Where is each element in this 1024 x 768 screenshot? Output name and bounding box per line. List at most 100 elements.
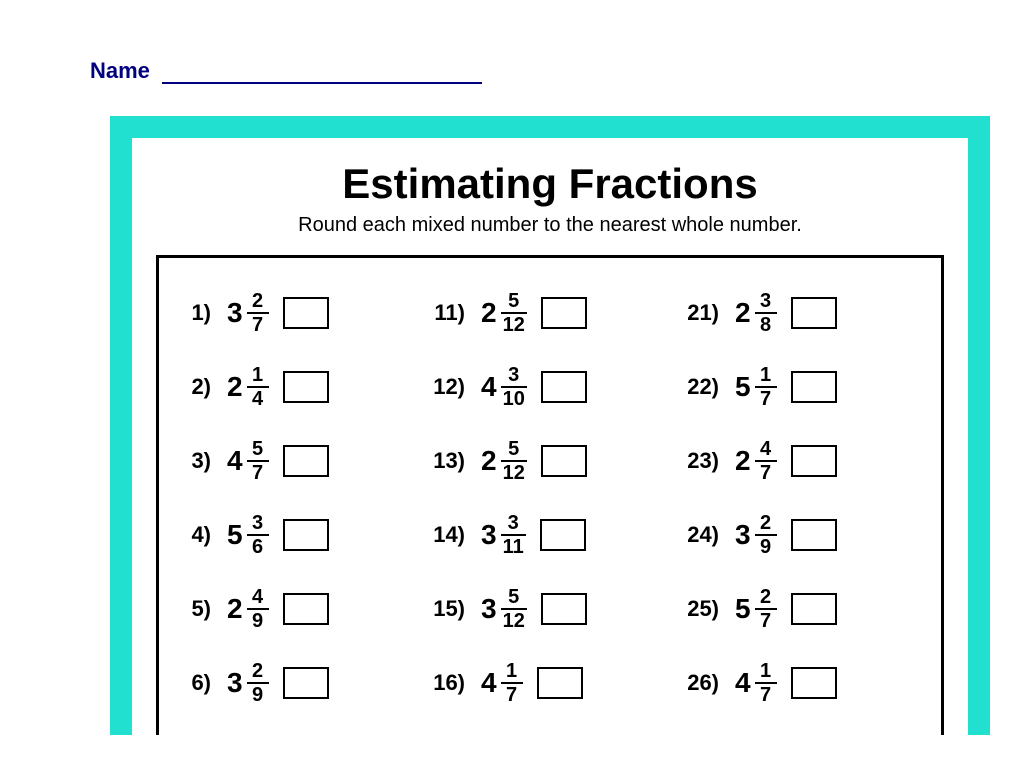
worksheet-page: Name Estimating Fractions Round each mix… [0, 0, 1024, 735]
mixed-number: 2512 [481, 439, 527, 484]
fraction-part: 49 [247, 587, 269, 632]
problem-row: 13) 2512 [423, 424, 677, 498]
fraction-part: 17 [501, 661, 523, 706]
answer-box[interactable] [541, 593, 587, 625]
fraction-denominator: 12 [501, 315, 527, 335]
problem-number: 5) [173, 596, 217, 622]
fraction-part: 29 [247, 661, 269, 706]
mixed-number: 517 [735, 365, 777, 410]
problem-number: 13) [427, 448, 471, 474]
mixed-number: 214 [227, 365, 269, 410]
problem-row: 24)329 [677, 498, 931, 572]
problem-row: 12)4310 [423, 350, 677, 424]
fraction-denominator: 7 [758, 463, 773, 483]
problem-row: 4)536 [169, 498, 423, 572]
fraction-denominator: 12 [501, 611, 527, 631]
problem-row: 21) 238 [677, 276, 931, 350]
problem-column-3: 21)23822)51723)24724)32925)52726)417 [677, 276, 931, 720]
fraction-part: 17 [755, 661, 777, 706]
mixed-number: 417 [735, 661, 777, 706]
fraction-numerator: 5 [250, 439, 265, 459]
mixed-number: 247 [735, 439, 777, 484]
answer-box[interactable] [791, 297, 837, 329]
mixed-number: 329 [227, 661, 269, 706]
problem-columns: 1)3272)2143)4574)5365)2496)329 11)251212… [169, 276, 931, 720]
whole-part: 2 [481, 445, 497, 477]
answer-box[interactable] [541, 371, 587, 403]
answer-box[interactable] [283, 297, 329, 329]
fraction-denominator: 6 [250, 537, 265, 557]
problem-row: 26)417 [677, 646, 931, 720]
worksheet-inner: Estimating Fractions Round each mixed nu… [132, 138, 968, 735]
fraction-part: 47 [755, 439, 777, 484]
fraction-part: 311 [501, 513, 526, 558]
problem-number: 21) [681, 300, 725, 326]
whole-part: 2 [227, 371, 243, 403]
problem-number: 2) [173, 374, 217, 400]
whole-part: 2 [227, 593, 243, 625]
problem-row: 11)2512 [423, 276, 677, 350]
answer-box[interactable] [791, 519, 837, 551]
problem-row: 16)417 [423, 646, 677, 720]
fraction-denominator: 7 [758, 685, 773, 705]
fraction-denominator: 10 [501, 389, 527, 409]
answer-box[interactable] [791, 667, 837, 699]
fraction-numerator: 1 [758, 661, 773, 681]
fraction-numerator: 2 [250, 661, 265, 681]
fraction-denominator: 7 [250, 463, 265, 483]
problem-row: 6) 329 [169, 646, 423, 720]
fraction-denominator: 11 [501, 537, 526, 557]
answer-box[interactable] [540, 519, 586, 551]
problem-number: 6) [173, 670, 217, 696]
answer-box[interactable] [283, 519, 329, 551]
fraction-denominator: 12 [501, 463, 527, 483]
problem-row: 15)3512 [423, 572, 677, 646]
problem-row: 3)457 [169, 424, 423, 498]
whole-part: 4 [481, 667, 497, 699]
name-field-row: Name [0, 0, 1024, 100]
fraction-numerator: 5 [506, 291, 521, 311]
fraction-part: 27 [247, 291, 269, 336]
fraction-denominator: 7 [758, 611, 773, 631]
whole-part: 4 [227, 445, 243, 477]
problem-column-1: 1)3272)2143)4574)5365)2496)329 [169, 276, 423, 720]
worksheet-subtitle: Round each mixed number to the nearest w… [156, 214, 944, 237]
fraction-numerator: 1 [504, 661, 519, 681]
mixed-number: 329 [735, 513, 777, 558]
whole-part: 3 [227, 667, 243, 699]
fraction-part: 27 [755, 587, 777, 632]
mixed-number: 536 [227, 513, 269, 558]
answer-box[interactable] [283, 667, 329, 699]
mixed-number: 45 7 [227, 439, 269, 484]
answer-box[interactable] [541, 297, 587, 329]
problem-number: 15) [427, 596, 471, 622]
answer-box[interactable] [541, 445, 587, 477]
problem-number: 23) [681, 448, 725, 474]
answer-box[interactable] [537, 667, 583, 699]
answer-box[interactable] [283, 445, 329, 477]
whole-part: 5 [735, 593, 751, 625]
problem-row: 14)3311 [423, 498, 677, 572]
whole-part: 2 [481, 297, 497, 329]
fraction-numerator: 3 [506, 365, 521, 385]
mixed-number: 238 [735, 291, 777, 336]
fraction-numerator: 4 [250, 587, 265, 607]
answer-box[interactable] [791, 593, 837, 625]
whole-part: 3 [481, 593, 497, 625]
answer-box[interactable] [283, 371, 329, 403]
whole-part: 4 [735, 667, 751, 699]
fraction-part: 29 [755, 513, 777, 558]
fraction-denominator: 4 [250, 389, 265, 409]
mixed-number: 327 [227, 291, 269, 336]
answer-box[interactable] [791, 445, 837, 477]
problem-row: 22)517 [677, 350, 931, 424]
problem-number: 26) [681, 670, 725, 696]
name-blank-line[interactable] [162, 82, 482, 84]
mixed-number: 527 [735, 587, 777, 632]
fraction-denominator: 7 [250, 315, 265, 335]
answer-box[interactable] [283, 593, 329, 625]
answer-box[interactable] [791, 371, 837, 403]
whole-part: 5 [735, 371, 751, 403]
mixed-number: 3311 [481, 513, 526, 558]
problem-number: 12) [427, 374, 471, 400]
